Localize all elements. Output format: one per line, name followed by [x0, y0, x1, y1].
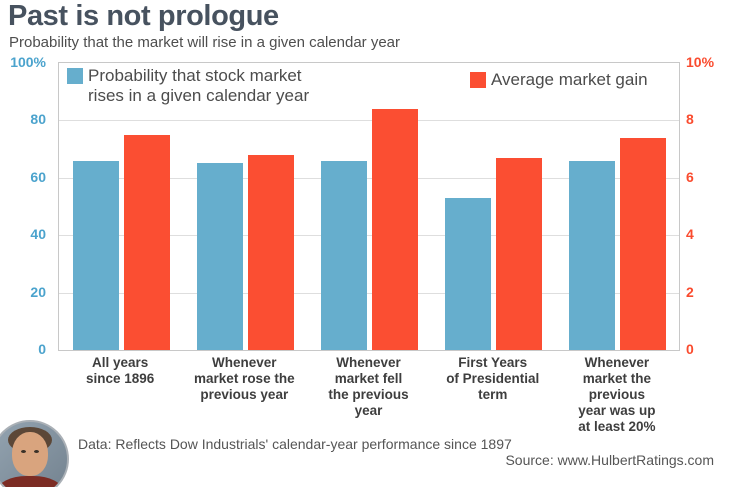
category-label: First Years of Presidential term [446, 355, 540, 402]
axis-tick: 0 [686, 341, 694, 357]
avatar-eye [21, 450, 26, 453]
author-headshot-icon [0, 420, 69, 487]
bar-group [59, 63, 183, 350]
page-title: Past is not prologue [8, 0, 279, 32]
axis-tick: 10% [686, 54, 715, 70]
axis-tick: 4 [686, 226, 694, 243]
axis-tick: 40 [30, 226, 46, 243]
bar-probability [444, 197, 491, 350]
axis-tick: 20 [30, 283, 46, 300]
bar-average-gain [247, 154, 294, 350]
legend-probability: Probability that stock market rises in a… [67, 66, 309, 106]
gridline [59, 177, 679, 179]
legend-line: Probability that stock market [88, 66, 302, 85]
axis-tick: 2 [686, 283, 694, 300]
bar-probability [72, 160, 119, 350]
bar-group [307, 63, 431, 350]
avatar-eye [34, 450, 39, 453]
bar-group [555, 63, 679, 350]
bar-probability [568, 160, 615, 350]
bar-average-gain [619, 137, 666, 350]
legend-swatch-gain [470, 72, 486, 88]
bar-average-gain [371, 108, 418, 350]
bar-probability [196, 163, 243, 350]
source-note: Source: www.HulbertRatings.com [505, 452, 714, 468]
legend-line: rises in a given calendar year [88, 86, 310, 105]
legend-probability-label: Probability that stock market rises in a… [88, 66, 309, 106]
legend-gain-label: Average market gain [491, 70, 648, 90]
bar-average-gain [495, 157, 542, 350]
chart-subtitle: Probability that the market will rise in… [9, 34, 401, 51]
right-axis: 10% 8 6 4 2 0 [686, 55, 734, 356]
gridline [59, 235, 679, 237]
legend-swatch-probability [67, 68, 83, 84]
bar-group [183, 63, 307, 350]
avatar-face [12, 432, 48, 476]
category-label: Whenever market fell the previous year [328, 355, 409, 418]
legend-line: Average market gain [491, 70, 648, 89]
plot-area: Probability that stock market rises in a… [58, 62, 680, 351]
axis-tick: 0 [38, 341, 46, 357]
gridline [59, 120, 679, 122]
axis-tick: 80 [30, 111, 46, 128]
bars-container [59, 63, 679, 350]
category-label: Whenever market the previous year was up at … [578, 355, 656, 434]
axis-tick: 6 [686, 168, 694, 185]
axis-tick: 100% [10, 54, 46, 70]
gridline [59, 292, 679, 294]
category-label: Whenever market rose the previous year [194, 355, 295, 402]
category-labels: All years since 1896 Whenever market rose t… [58, 355, 679, 435]
bar-probability [320, 160, 367, 350]
axis-tick: 60 [30, 168, 46, 185]
category-label: All years since 1896 [85, 355, 155, 386]
left-axis: 100% 80 60 40 20 0 [0, 55, 46, 356]
axis-tick: 8 [686, 111, 694, 128]
bar-group [431, 63, 555, 350]
data-note: Data: Reflects Dow Industrials' calendar… [78, 436, 512, 452]
bar-average-gain [123, 134, 170, 350]
legend-gain: Average market gain [470, 70, 648, 90]
avatar-shirt [0, 476, 63, 487]
